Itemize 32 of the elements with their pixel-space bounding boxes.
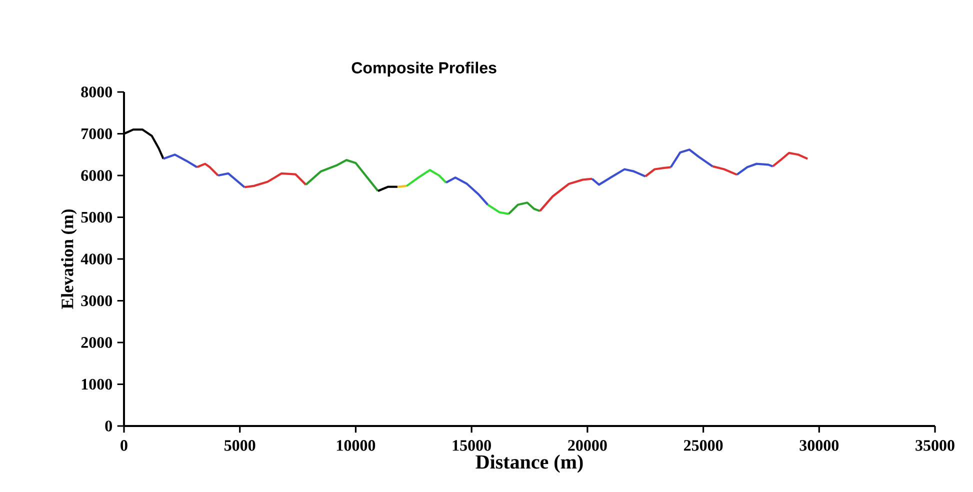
y-tick-label: 4000 — [80, 254, 112, 264]
y-tick-label: 0 — [105, 420, 112, 432]
line-series — [243, 172, 307, 188]
y-tick-label: 8000 — [81, 86, 112, 98]
line-series — [670, 148, 714, 168]
y-tick-label: 3000 — [81, 295, 112, 306]
y-tick-label: 2000 — [81, 337, 112, 348]
line-series — [736, 162, 774, 176]
line-series — [508, 202, 542, 215]
x-tick-label: 15000 — [452, 440, 491, 451]
x-tick-label: 25000 — [684, 440, 723, 451]
x-tick-label: 0 — [120, 440, 128, 451]
y-tick-label: 5000 — [81, 212, 112, 223]
y-tick-label: 6000 — [81, 170, 112, 181]
x-tick-label: 10000 — [336, 440, 376, 451]
y-axis-title: Elevation (m) — [61, 209, 77, 310]
x-axis-title: Distance (m) — [476, 454, 583, 473]
x-tick-label: 30000 — [800, 440, 839, 451]
line-series — [445, 176, 489, 206]
line-series — [591, 168, 646, 186]
line-series — [644, 166, 672, 178]
y-tick-label: 1000 — [82, 378, 112, 390]
x-tick-label: 35000 — [916, 440, 954, 451]
x-tick-label: 5000 — [224, 440, 256, 451]
x-tick-label: 20000 — [568, 440, 607, 451]
line-series — [406, 169, 448, 188]
line-series — [772, 152, 809, 168]
y-tick-label: 7000 — [82, 128, 112, 140]
line-series — [538, 178, 594, 212]
chart-title: Composite Profiles — [352, 62, 496, 77]
line-series — [304, 158, 380, 192]
line-series — [162, 154, 198, 168]
